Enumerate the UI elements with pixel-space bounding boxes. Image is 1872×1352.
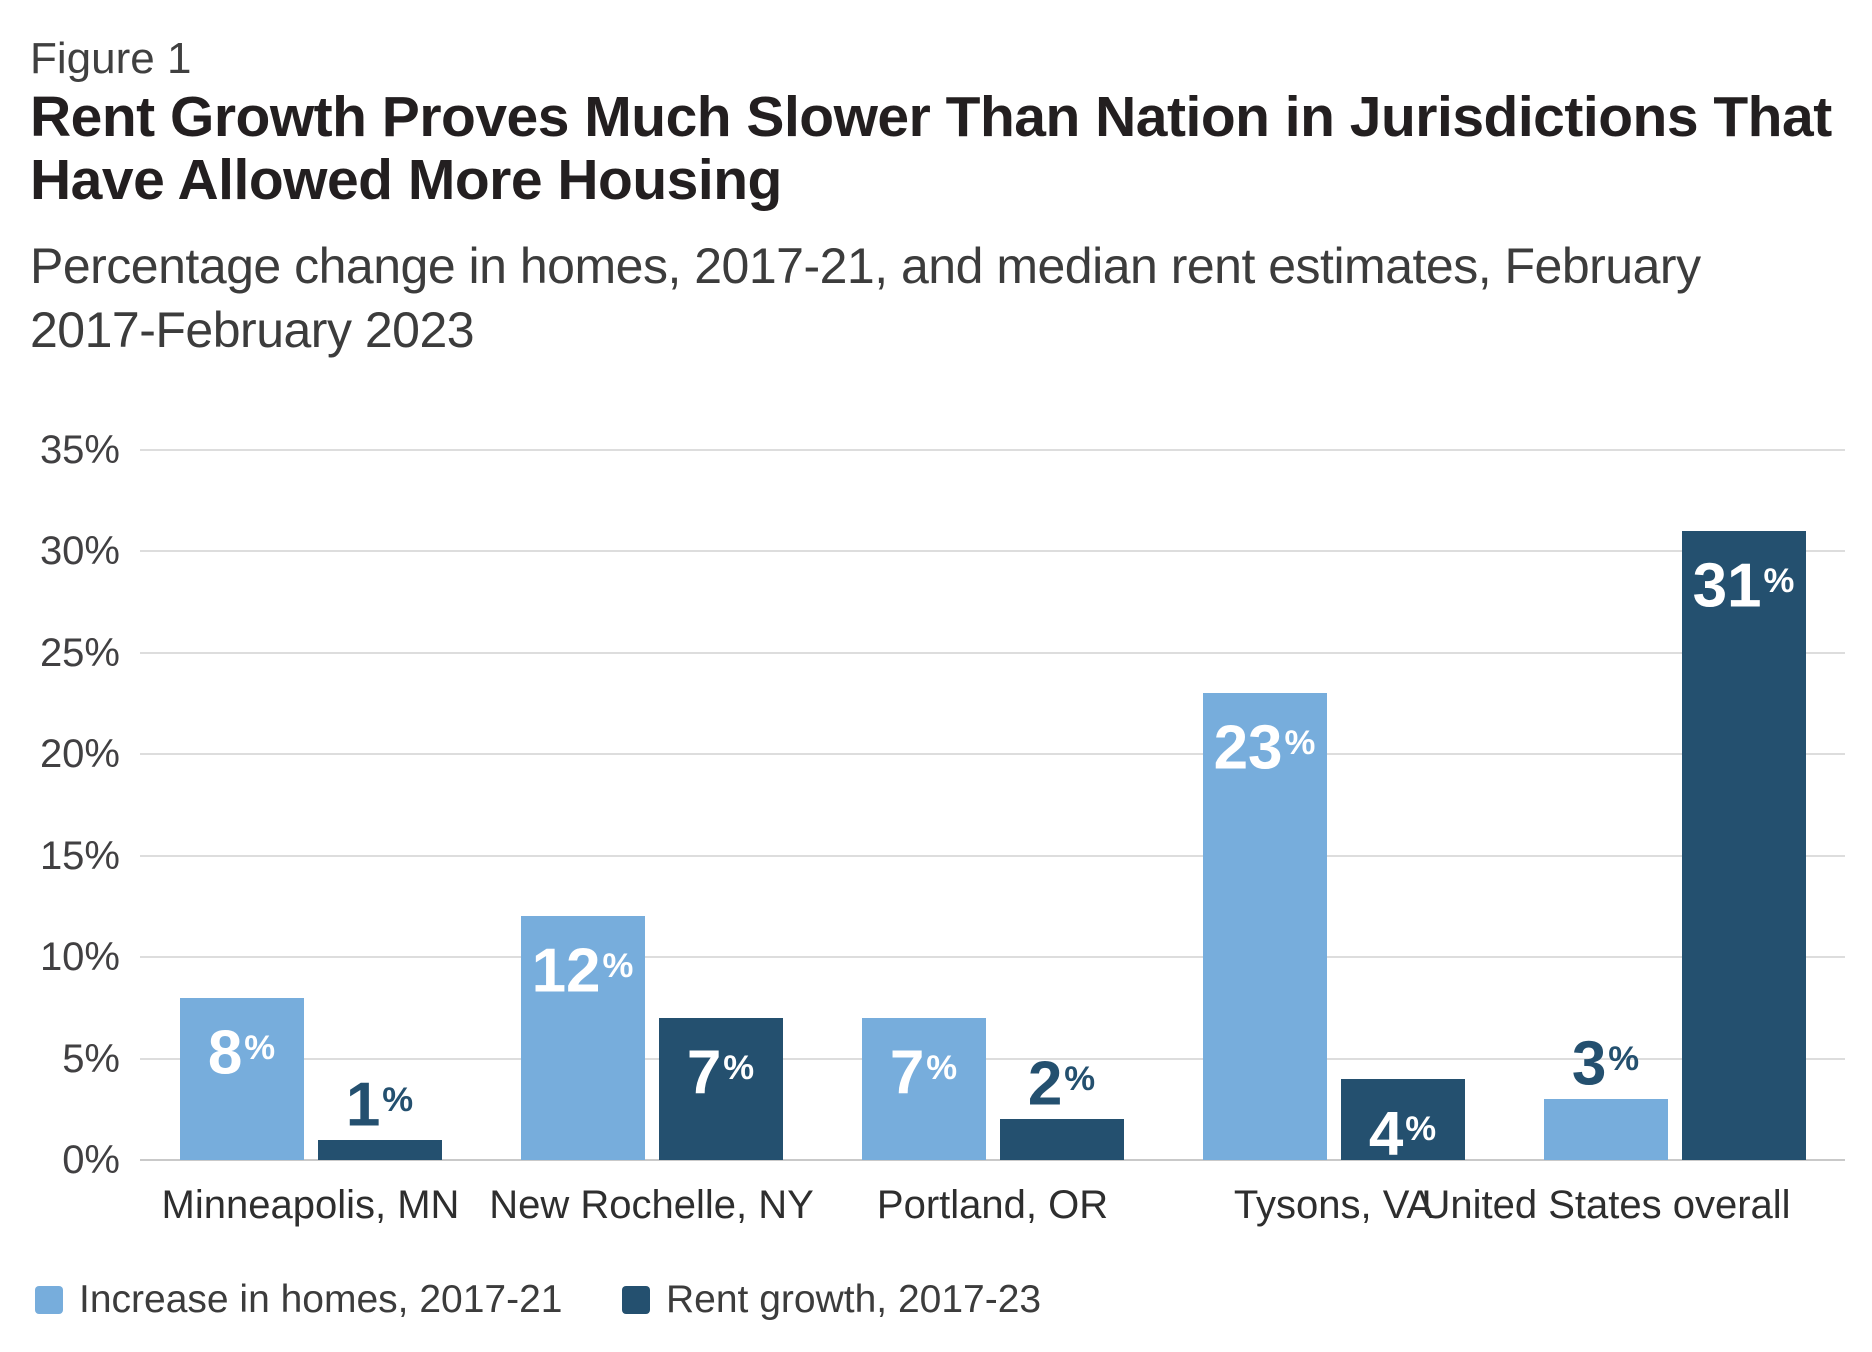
bar-data-label: 4% [1368, 1099, 1437, 1169]
bar-increase-homes-1 [179, 997, 304, 1160]
bar-data-label: 8% [207, 1018, 276, 1088]
bar-increase-homes-3 [861, 1017, 986, 1160]
bar-rent-growth-5 [1681, 530, 1806, 1160]
legend-label-increase-in-homes: Increase in homes, 2017-21 [79, 1278, 563, 1321]
gridline [140, 956, 1845, 958]
y-axis-tick-label: 35% [39, 427, 120, 472]
page-subtitle: Percentage change in homes, 2017-21, and… [30, 234, 1701, 362]
y-axis-tick-label: 15% [39, 833, 120, 878]
bar-rent-growth-3 [999, 1119, 1124, 1160]
y-axis-tick-label: 0% [62, 1138, 120, 1182]
x-axis-category-label: United States overall [1421, 1183, 1791, 1227]
x-axis-line [140, 1159, 1845, 1161]
y-axis-tick-label: 30% [39, 529, 120, 573]
gridline [140, 753, 1845, 755]
bar-data-label: 2% [1027, 1049, 1096, 1119]
page-subtitle-line-2: 2017-February 2023 [30, 302, 475, 358]
gridline [140, 651, 1845, 654]
y-axis-tick-label: 25% [39, 630, 120, 675]
bar-increase-homes-5 [1543, 1099, 1668, 1160]
x-axis-category-label: Tysons, VA [1233, 1183, 1434, 1227]
legend-item-increase-in-homes: Increase in homes, 2017-21 [35, 1272, 562, 1328]
bar-rent-growth-2 [658, 1017, 783, 1160]
gridline [140, 854, 1845, 857]
bar-data-label: 1% [345, 1070, 414, 1140]
bar-data-label: 3% [1571, 1029, 1640, 1099]
bar-rent-growth-1 [317, 1139, 442, 1160]
x-axis-category-label: New Rochelle, NY [489, 1183, 814, 1227]
page-title: Rent Growth Proves Much Slower Than Nati… [30, 86, 1832, 212]
legend-swatch-increase-in-homes [35, 1286, 63, 1314]
bar-data-label: 23% [1213, 713, 1316, 783]
x-axis-category-label: Portland, OR [876, 1183, 1109, 1227]
bar-data-label: 31% [1692, 551, 1795, 621]
bar-increase-homes-4 [1202, 693, 1327, 1160]
x-axis-category-label: Minneapolis, MN [161, 1183, 460, 1227]
legend-item-rent-growth: Rent growth, 2017-23 [622, 1272, 1041, 1328]
bar-increase-homes-2 [520, 916, 645, 1160]
legend: Increase in homes, 2017-21 Rent growth, … [0, 1272, 1872, 1328]
legend-swatch-rent-growth [622, 1286, 650, 1314]
gridline [140, 448, 1845, 451]
page-title-line-1: Rent Growth Proves Much Slower Than Nati… [30, 85, 1832, 149]
y-axis-tick-label: 5% [62, 1036, 120, 1081]
page-subtitle-line-1: Percentage change in homes, 2017-21, and… [30, 238, 1701, 294]
gridline [140, 550, 1845, 552]
y-axis-tick-label: 20% [39, 732, 120, 776]
legend-label-rent-growth: Rent growth, 2017-23 [666, 1278, 1042, 1321]
bar-data-label: 12% [531, 936, 634, 1006]
bar-data-label: 7% [686, 1038, 755, 1108]
figure-label: Figure 1 [30, 34, 192, 83]
page-title-line-2: Have Allowed More Housing [30, 148, 782, 212]
bar-data-label: 7% [889, 1038, 958, 1108]
bar-rent-growth-4 [1340, 1078, 1465, 1160]
gridline [140, 1057, 1845, 1060]
y-axis-tick-label: 10% [39, 935, 120, 979]
